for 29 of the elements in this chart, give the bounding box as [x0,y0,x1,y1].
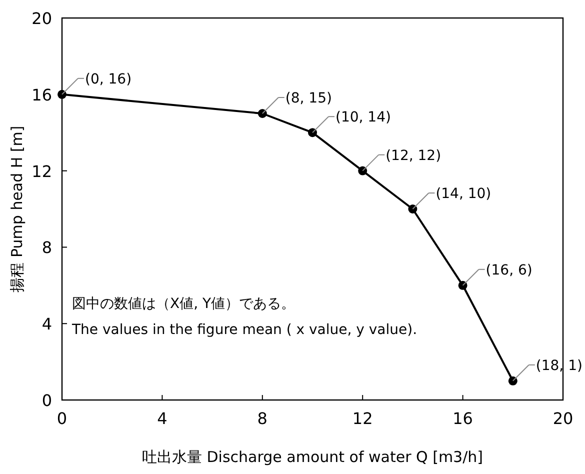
point [358,166,368,176]
x-tick-label: 16 [452,409,473,428]
annotation: (10, 14) [336,110,391,126]
y-tick-label: 4 [42,314,52,334]
annotation: (14, 10) [436,186,492,202]
annotation: (0, 16) [85,71,132,88]
y-tick-label: 12 [32,162,52,181]
y-tick-label: 20 [32,9,52,28]
annotation: (8, 15) [285,90,332,106]
x-tick-label: 4 [157,409,168,428]
point [308,128,317,138]
point [458,280,468,290]
y-axis-title: 揚程 Pump head H [m] [8,126,26,292]
annotation: The values in the figure mean ( x value, y value). [71,322,418,338]
x-tick-label: 20 [552,409,574,428]
annotation: (18, 1) [536,358,582,374]
y-tick-label: 16 [32,85,52,104]
x-tick-label: 0 [56,409,68,428]
x-axis-title: 吐出水量 Discharge amount of water Q [m3/h] [142,448,484,466]
annotation: (16, 6) [486,262,532,278]
point [258,109,267,118]
x-tick-label: 8 [257,409,268,428]
y-tick-label: 8 [42,238,52,258]
annotation: (12, 12) [386,148,442,164]
annotation: 図中の数値は（X値, Y値）である。 [72,296,296,312]
x-tick-label: 12 [352,409,373,428]
y-tick-label: 0 [42,391,52,410]
point [408,204,418,214]
point [508,376,518,386]
